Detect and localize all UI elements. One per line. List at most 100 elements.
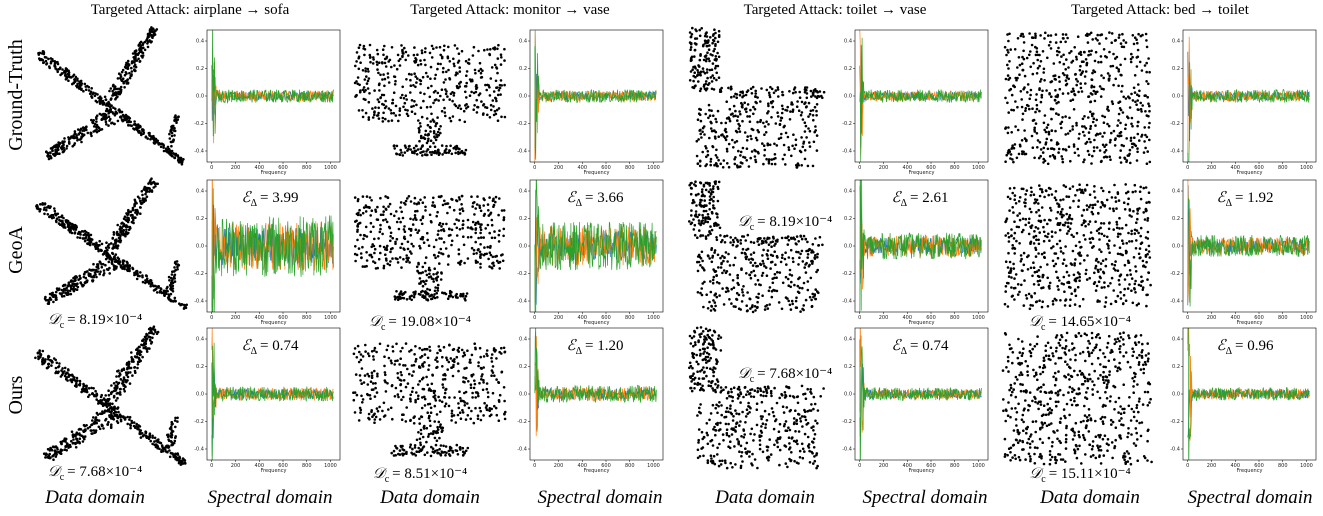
point bbox=[751, 85, 755, 89]
point bbox=[1091, 154, 1094, 158]
point bbox=[1069, 99, 1072, 102]
point bbox=[1025, 297, 1029, 300]
point bbox=[710, 210, 714, 214]
point bbox=[718, 226, 722, 230]
point bbox=[792, 260, 795, 264]
point bbox=[1024, 107, 1028, 110]
point bbox=[1100, 222, 1103, 225]
point bbox=[1065, 74, 1069, 77]
point bbox=[1034, 122, 1038, 125]
point bbox=[362, 237, 365, 241]
point bbox=[1062, 184, 1066, 187]
point bbox=[42, 50, 45, 53]
point bbox=[383, 84, 386, 88]
point bbox=[78, 277, 82, 281]
point bbox=[1029, 266, 1033, 270]
point bbox=[37, 207, 40, 211]
point bbox=[39, 208, 42, 211]
point bbox=[458, 198, 462, 201]
point bbox=[763, 125, 767, 128]
row-label: Ground-Truth bbox=[5, 39, 27, 151]
point bbox=[692, 65, 695, 69]
point bbox=[66, 379, 69, 382]
point bbox=[719, 256, 722, 260]
point bbox=[92, 119, 95, 122]
point bbox=[415, 103, 418, 107]
point bbox=[385, 220, 389, 224]
point bbox=[416, 148, 420, 151]
point bbox=[128, 120, 131, 123]
point bbox=[763, 148, 767, 152]
point bbox=[101, 253, 105, 256]
point bbox=[486, 203, 490, 206]
point bbox=[1065, 270, 1069, 274]
point bbox=[442, 66, 445, 70]
point bbox=[112, 122, 116, 126]
point bbox=[1058, 228, 1062, 232]
point bbox=[117, 233, 120, 236]
point bbox=[394, 240, 397, 244]
point bbox=[173, 280, 177, 283]
point bbox=[465, 107, 468, 110]
point bbox=[1017, 152, 1021, 156]
point bbox=[479, 231, 482, 235]
point bbox=[117, 236, 121, 240]
point bbox=[1085, 61, 1089, 65]
point bbox=[1102, 222, 1106, 225]
point bbox=[76, 285, 80, 289]
point bbox=[455, 234, 459, 237]
point bbox=[354, 64, 357, 68]
point bbox=[129, 426, 132, 430]
point bbox=[707, 233, 710, 237]
point bbox=[722, 135, 726, 138]
point bbox=[87, 89, 91, 92]
point bbox=[1025, 103, 1029, 107]
point bbox=[1093, 271, 1096, 275]
point bbox=[423, 261, 427, 265]
point bbox=[1066, 92, 1070, 95]
point bbox=[732, 240, 735, 244]
point bbox=[425, 273, 429, 277]
point bbox=[1067, 77, 1070, 81]
point bbox=[1081, 70, 1085, 73]
point bbox=[457, 248, 461, 251]
point bbox=[95, 275, 98, 279]
point bbox=[453, 222, 457, 226]
point bbox=[503, 59, 506, 62]
point bbox=[72, 143, 76, 147]
point bbox=[108, 254, 111, 257]
point bbox=[102, 117, 105, 120]
point bbox=[1090, 49, 1093, 53]
point bbox=[732, 104, 736, 108]
domain-label: Data domain bbox=[44, 487, 145, 508]
point bbox=[495, 108, 499, 112]
point bbox=[1029, 303, 1032, 307]
point bbox=[1099, 55, 1103, 58]
point bbox=[1147, 82, 1150, 86]
point bbox=[1080, 223, 1084, 227]
point bbox=[433, 145, 437, 149]
point bbox=[114, 107, 117, 111]
point bbox=[360, 256, 363, 259]
point bbox=[728, 117, 731, 121]
point bbox=[1084, 238, 1087, 241]
point bbox=[1047, 130, 1051, 134]
point bbox=[409, 200, 413, 203]
point bbox=[142, 434, 146, 437]
point bbox=[1046, 222, 1049, 226]
point bbox=[169, 292, 173, 296]
point bbox=[106, 244, 110, 248]
point bbox=[482, 103, 486, 106]
point bbox=[1058, 205, 1061, 208]
point bbox=[390, 119, 394, 122]
point bbox=[698, 213, 701, 217]
point bbox=[800, 237, 804, 241]
point bbox=[121, 119, 124, 123]
point bbox=[395, 144, 399, 148]
point bbox=[1057, 147, 1061, 151]
point bbox=[57, 144, 61, 148]
point bbox=[1092, 117, 1096, 120]
point bbox=[424, 129, 428, 133]
point bbox=[1096, 200, 1100, 203]
point bbox=[1137, 252, 1141, 256]
